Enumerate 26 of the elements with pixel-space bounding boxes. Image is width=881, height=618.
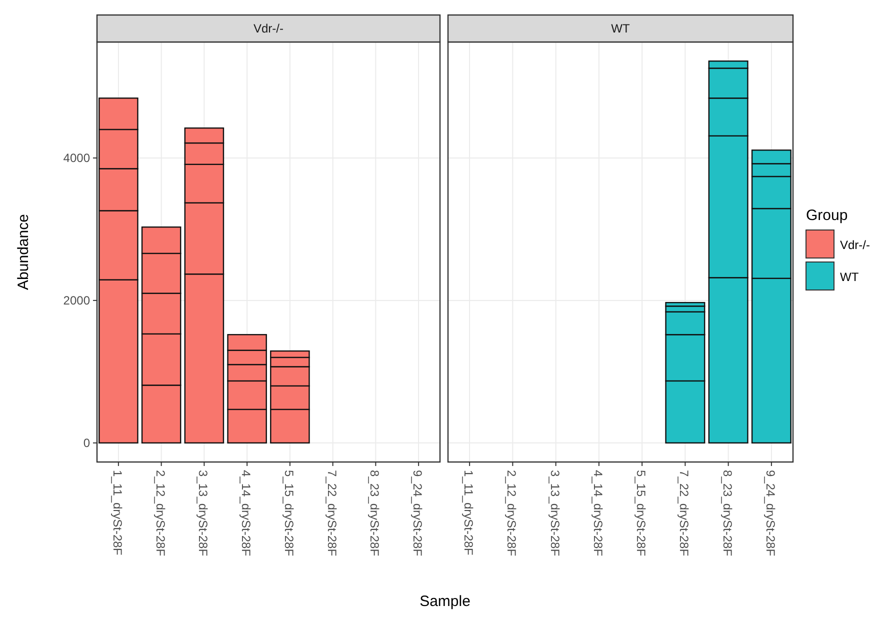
x-tick-label: 8_23_drySt-28F bbox=[720, 470, 734, 556]
y-axis-title: Abundance bbox=[15, 214, 32, 290]
y-tick-label: 4000 bbox=[63, 150, 90, 165]
x-tick-label: 5_15_drySt-28F bbox=[282, 470, 296, 556]
x-tick-label: 9_24_drySt-28F bbox=[410, 470, 425, 556]
x-tick-label: 2_12_drySt-28F bbox=[504, 470, 519, 556]
legend-title: Group bbox=[806, 207, 848, 224]
chart-title: Vdr-/- bbox=[254, 22, 284, 36]
x-tick-label: 7_22_drySt-28F bbox=[677, 470, 692, 556]
x-tick-label: 8_23_drySt-28F bbox=[368, 470, 382, 556]
x-tick-label: 9_24_drySt-28F bbox=[763, 470, 778, 556]
x-tick-label: 4_14_drySt-28F bbox=[239, 470, 254, 556]
x-tick-label: 5_15_drySt-28F bbox=[634, 470, 648, 556]
x-tick-label: 3_13_drySt-28F bbox=[548, 470, 562, 556]
x-tick-label: 3_13_drySt-28F bbox=[196, 470, 210, 556]
chart-title: WT bbox=[611, 22, 630, 36]
legend-label: Vdr-/- bbox=[840, 238, 870, 252]
x-tick-label: 4_14_drySt-28F bbox=[590, 470, 605, 556]
y-tick-label: 0 bbox=[83, 436, 90, 450]
legend-label: WT bbox=[840, 270, 860, 284]
x-tick-label: 1_11_drySt-28F bbox=[462, 470, 476, 556]
x-tick-label: 1_11_drySt-28F bbox=[110, 470, 124, 556]
y-tick-label: 2000 bbox=[63, 293, 90, 308]
x-tick-label: 7_22_drySt-28F bbox=[324, 470, 339, 556]
x-tick-label: 2_12_drySt-28F bbox=[153, 470, 168, 556]
x-axis-title: Sample bbox=[420, 593, 470, 610]
